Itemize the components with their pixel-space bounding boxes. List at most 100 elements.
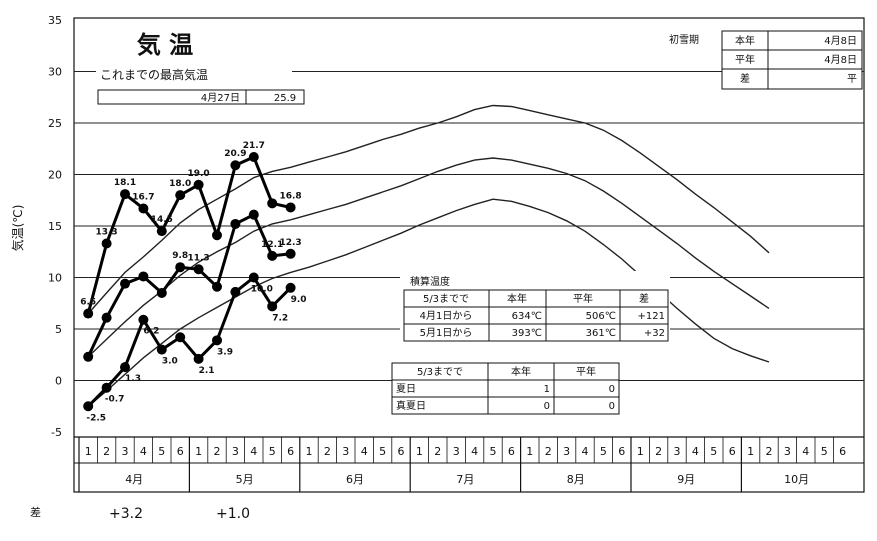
accum-cell: +121	[638, 311, 665, 322]
x-tick-label: 3	[563, 445, 570, 458]
data-point	[193, 264, 204, 275]
data-point	[230, 286, 241, 297]
x-tick-label: 3	[453, 445, 460, 458]
data-point	[138, 314, 149, 325]
first-snow-row-name: 平年	[735, 53, 755, 66]
accum-cell: 4月1日から	[420, 310, 473, 322]
x-tick-label: 4	[361, 445, 368, 458]
accum-cell: 506℃	[586, 311, 616, 322]
y-tick-label: -5	[51, 426, 62, 439]
data-series	[83, 151, 296, 412]
x-tick-label: 6	[508, 445, 515, 458]
data-label: 2.1	[199, 366, 215, 376]
x-tick-label: 4	[250, 445, 257, 458]
diff-value: +1.0	[216, 506, 250, 522]
x-tick-label: 6	[618, 445, 625, 458]
accum-cell: 393℃	[512, 328, 542, 339]
x-tick-label: 6	[398, 445, 405, 458]
data-label: 11.3	[187, 253, 209, 263]
x-tick-label: 5	[490, 445, 497, 458]
data-point	[156, 287, 167, 298]
x-tick-label: 1	[195, 445, 202, 458]
y-tick-label: 20	[48, 169, 62, 182]
x-tick-label: 2	[214, 445, 221, 458]
data-label: 3.0	[162, 357, 178, 367]
accum-cell: 634℃	[512, 311, 542, 322]
y-tick-labels: -5 0 5 10 15 20 25 30 35	[48, 14, 62, 439]
data-point	[212, 281, 222, 292]
accum-header: 平年	[573, 292, 593, 305]
x-tick-label: 4	[582, 445, 589, 458]
data-label: 18.0	[169, 179, 191, 189]
accum-cell: 5月1日から	[420, 327, 473, 339]
days-cell: 0	[544, 401, 550, 412]
data-point	[175, 190, 186, 201]
accum-header: 5/3までで	[423, 293, 469, 305]
x-tick-label: 1	[526, 445, 533, 458]
data-point	[83, 401, 94, 412]
x-tick-label: 1	[85, 445, 92, 458]
days-cell: 0	[609, 401, 615, 412]
record-max-box: これまでの最高気温 4月27日 25.9	[96, 66, 305, 105]
x-tick-label: 5	[710, 445, 717, 458]
month-label: 4月	[125, 473, 143, 486]
series-line	[86, 212, 291, 358]
accum-header: 差	[639, 292, 649, 305]
data-point	[248, 151, 259, 162]
first-snow-row-name: 本年	[735, 34, 755, 47]
normal-curve	[87, 104, 770, 315]
record-label: これまでの最高気温	[100, 67, 208, 82]
data-label: 16.8	[279, 191, 301, 201]
chart-frame	[73, 17, 865, 493]
data-label: 16.7	[132, 192, 154, 202]
data-point	[175, 332, 186, 343]
y-axis-label: 気温(℃)	[10, 205, 25, 252]
data-point	[175, 262, 186, 273]
month-label: 8月	[567, 473, 585, 486]
data-point	[120, 362, 130, 373]
x-tick-label: 1	[306, 445, 313, 458]
days-header: 5/3までで	[417, 366, 463, 378]
data-point	[267, 250, 278, 261]
data-point	[193, 179, 204, 190]
x-tick-label: 3	[784, 445, 791, 458]
x-tick-label: 4	[802, 445, 809, 458]
data-point	[156, 344, 167, 355]
x-tick-label: 5	[269, 445, 276, 458]
x-tick-label: 5	[600, 445, 607, 458]
data-point	[156, 226, 167, 237]
data-point	[193, 353, 204, 364]
accum-cell: +32	[644, 328, 665, 339]
month-label: 6月	[346, 473, 364, 486]
data-label: 12.1	[261, 240, 283, 250]
x-tick-label: 2	[324, 445, 331, 458]
x-tick-label: 1	[637, 445, 644, 458]
data-point	[230, 218, 241, 229]
data-label: 18.1	[114, 178, 136, 188]
x-tick-label: 1	[747, 445, 754, 458]
x-tick-label: 3	[674, 445, 681, 458]
y-tick-label: 10	[48, 272, 62, 285]
month-label: 5月	[236, 473, 254, 486]
data-point	[212, 230, 222, 241]
y-tick-label: 15	[48, 220, 62, 233]
x-tick-label: 2	[655, 445, 662, 458]
x-tick-label: 6	[287, 445, 294, 458]
data-label: 9.8	[172, 251, 188, 261]
accum-header: 本年	[507, 292, 527, 305]
data-point	[101, 312, 112, 323]
first-snow-row-value: 4月8日	[824, 35, 857, 47]
diff-label: 差	[30, 505, 41, 519]
first-snow-row-value: 平	[847, 74, 857, 85]
month-label: 10月	[784, 473, 809, 486]
days-cell: 0	[609, 384, 615, 395]
record-value: 25.9	[274, 93, 296, 104]
x-tick-label: 6	[729, 445, 736, 458]
data-labels: 6.5 13.3 18.1 16.7 14.5 18.019.0 20.921.7 16.8 9…	[80, 141, 306, 423]
y-tick-label: 35	[48, 14, 62, 27]
accum-temp-table: 積算温度 5/3までで 本年 平年 差 4月1日から 634℃ 506℃ +12…	[400, 271, 670, 342]
data-label: 9.0	[291, 295, 307, 305]
